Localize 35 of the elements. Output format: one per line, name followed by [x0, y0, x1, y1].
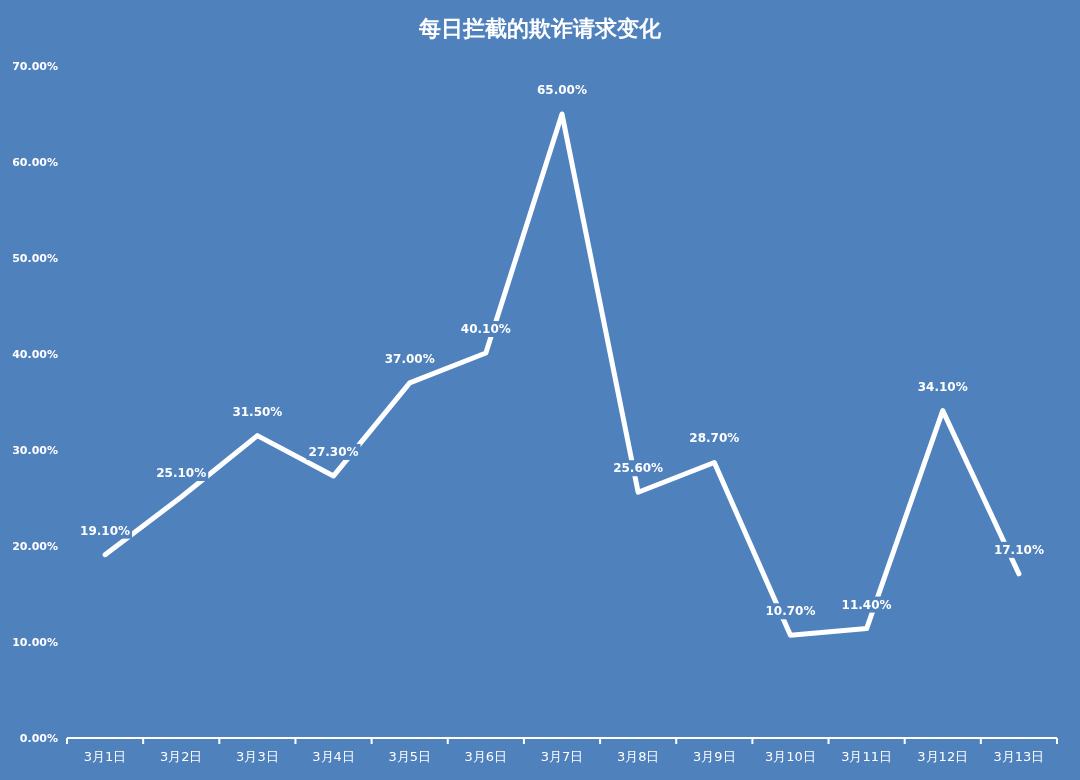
data-label: 25.10%	[156, 466, 207, 481]
y-tick-label: 60.00%	[12, 156, 58, 169]
data-label: 27.30%	[308, 444, 359, 459]
y-tick-label: 40.00%	[12, 348, 58, 361]
x-tick-label: 3月3日	[236, 749, 279, 764]
x-tick-label: 3月1日	[83, 749, 127, 764]
data-label: 19.10%	[80, 523, 131, 538]
x-tick-label: 3月13日	[993, 749, 1045, 764]
x-tick-label: 3月7日	[540, 749, 584, 764]
x-tick-label: 3月9日	[693, 749, 736, 764]
chart-title: 每日拦截的欺诈请求变化	[418, 16, 662, 41]
x-tick-label: 3月6日	[464, 749, 508, 764]
data-label: 65.00%	[537, 83, 587, 97]
data-label: 37.00%	[384, 351, 435, 366]
x-tick-label: 3月11日	[841, 749, 893, 764]
y-tick-label: 70.00%	[12, 60, 58, 73]
data-label: 10.70%	[765, 604, 816, 619]
data-label: 25.60%	[613, 461, 664, 476]
data-label: 31.50%	[232, 404, 283, 419]
y-tick-label: 20.00%	[12, 540, 58, 553]
y-tick-label: 10.00%	[12, 636, 58, 649]
y-tick-label: 0.00%	[19, 732, 58, 745]
x-tick-label: 3月5日	[388, 749, 431, 764]
x-tick-label: 3月10日	[765, 749, 816, 764]
y-tick-label: 30.00%	[12, 444, 58, 457]
y-tick-label: 50.00%	[12, 252, 58, 265]
data-label: 28.70%	[689, 431, 740, 446]
data-label: 34.10%	[917, 379, 968, 394]
x-tick-label: 3月12日	[917, 749, 969, 764]
x-tick-label: 3月2日	[159, 749, 203, 764]
data-label: 17.10%	[993, 542, 1044, 557]
x-tick-label: 3月8日	[616, 749, 660, 764]
data-label: 11.40%	[841, 597, 892, 612]
x-tick-label: 3月4日	[312, 749, 355, 764]
data-label: 40.10%	[460, 322, 511, 337]
